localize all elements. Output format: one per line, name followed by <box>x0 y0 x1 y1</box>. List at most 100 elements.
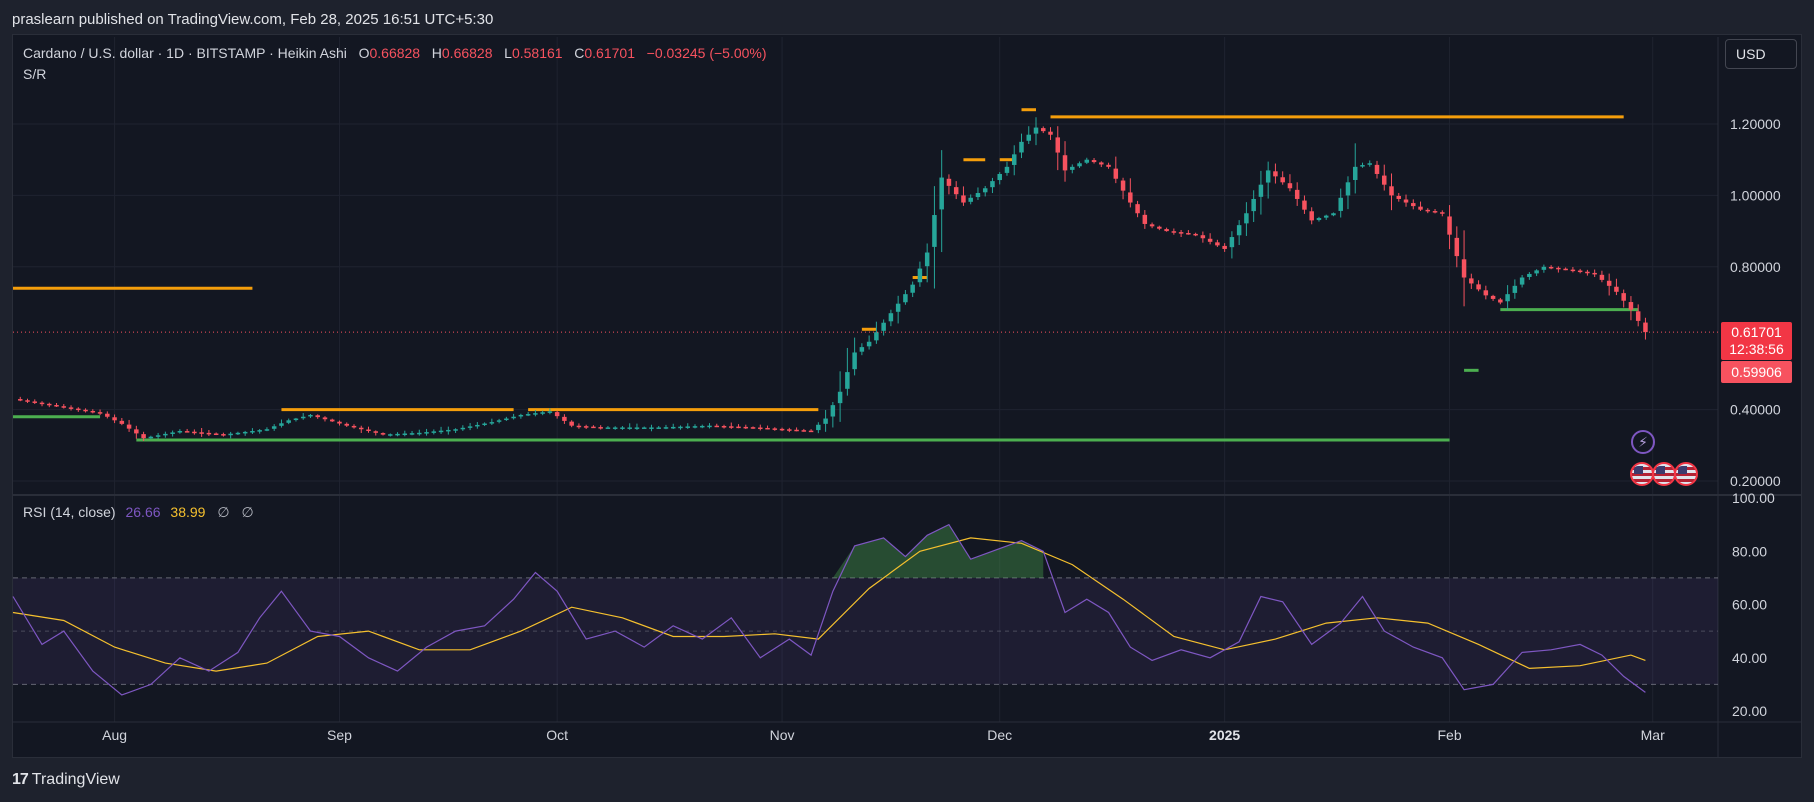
candle-body[interactable] <box>438 430 444 433</box>
candle-body[interactable] <box>1548 266 1554 269</box>
candle-body[interactable] <box>1440 212 1445 214</box>
candle-body[interactable] <box>424 432 429 434</box>
candle-body[interactable] <box>192 431 197 434</box>
candle-body[interactable] <box>1345 182 1351 196</box>
candle-body[interactable] <box>946 178 952 186</box>
symbol-title[interactable]: Cardano / U.S. dollar · 1D · BITSTAMP · … <box>23 45 347 61</box>
candle-body[interactable] <box>1207 238 1213 242</box>
candle-body[interactable] <box>1316 218 1322 221</box>
candle-body[interactable] <box>351 425 357 428</box>
candle-body[interactable] <box>1447 216 1452 235</box>
candle-body[interactable] <box>453 429 458 431</box>
candle-body[interactable] <box>801 430 807 432</box>
currency-button[interactable]: USD <box>1725 39 1797 69</box>
candle-body[interactable] <box>467 426 473 428</box>
candle-body[interactable] <box>1490 295 1496 299</box>
candle-body[interactable] <box>1592 272 1597 275</box>
candle-body[interactable] <box>975 193 981 198</box>
candle-body[interactable] <box>1643 322 1648 333</box>
candle-body[interactable] <box>1577 270 1583 273</box>
candle-body[interactable] <box>148 436 154 439</box>
candle-body[interactable] <box>1367 163 1372 165</box>
candle-body[interactable] <box>279 423 284 426</box>
candle-body[interactable] <box>1251 198 1256 212</box>
candle-body[interactable] <box>141 434 146 439</box>
symbol-legend[interactable]: Cardano / U.S. dollar · 1D · BITSTAMP · … <box>23 45 767 61</box>
candle-body[interactable] <box>888 313 894 322</box>
candle-body[interactable] <box>554 412 560 417</box>
candle-body[interactable] <box>787 429 792 431</box>
candle-body[interactable] <box>1461 259 1467 278</box>
candle-body[interactable] <box>300 416 306 419</box>
candle-body[interactable] <box>518 414 524 417</box>
candle-body[interactable] <box>612 427 618 429</box>
candle-body[interactable] <box>76 408 81 411</box>
candle-body[interactable] <box>1614 286 1619 292</box>
candle-body[interactable] <box>1621 293 1626 301</box>
candle-body[interactable] <box>446 429 451 432</box>
candle-body[interactable] <box>1026 134 1031 141</box>
candle-body[interactable] <box>315 415 320 418</box>
candle-body[interactable] <box>155 435 161 437</box>
candle-body[interactable] <box>1570 269 1576 272</box>
candle-body[interactable] <box>39 402 45 405</box>
candle-body[interactable] <box>1556 267 1561 270</box>
candle-body[interactable] <box>736 426 741 429</box>
candle-body[interactable] <box>54 405 59 407</box>
us-flag-icon[interactable] <box>1674 462 1698 486</box>
candle-body[interactable] <box>366 429 371 432</box>
candle-body[interactable] <box>1606 280 1612 286</box>
candle-body[interactable] <box>910 284 915 293</box>
candle-body[interactable] <box>126 424 132 429</box>
candle-body[interactable] <box>1432 211 1438 213</box>
candle-body[interactable] <box>525 414 531 416</box>
candle-body[interactable] <box>337 421 342 424</box>
candle-body[interactable] <box>641 427 647 429</box>
candle-body[interactable] <box>1287 183 1293 189</box>
candle-body[interactable] <box>235 432 241 435</box>
candle-body[interactable] <box>322 417 328 420</box>
candle-body[interactable] <box>134 429 139 434</box>
candle-body[interactable] <box>1113 168 1119 179</box>
candle-body[interactable] <box>1077 163 1082 167</box>
candle-body[interactable] <box>1070 166 1075 170</box>
candle-body[interactable] <box>663 427 669 429</box>
candle-body[interactable] <box>460 427 466 430</box>
candle-body[interactable] <box>250 431 255 433</box>
sr-indicator-label[interactable]: S/R <box>23 66 47 82</box>
candle-body[interactable] <box>1498 299 1503 303</box>
candle-body[interactable] <box>1033 127 1039 134</box>
candle-body[interactable] <box>1265 170 1271 183</box>
candle-body[interactable] <box>547 411 553 413</box>
candle-body[interactable] <box>1200 235 1206 239</box>
candle-body[interactable] <box>620 427 625 429</box>
candle-body[interactable] <box>982 188 988 193</box>
candle-body[interactable] <box>344 423 349 426</box>
candle-body[interactable] <box>903 294 908 303</box>
candle-body[interactable] <box>83 409 88 412</box>
candle-body[interactable] <box>1294 189 1300 199</box>
candle-body[interactable] <box>1193 233 1198 236</box>
candle-body[interactable] <box>18 399 23 401</box>
candle-body[interactable] <box>47 403 52 406</box>
candle-body[interactable] <box>1302 200 1307 210</box>
rsi-legend[interactable]: RSI (14, close) 26.66 38.99 ∅ ∅ <box>23 504 254 521</box>
candle-body[interactable] <box>1469 278 1474 284</box>
candle-body[interactable] <box>1157 226 1162 229</box>
candle-body[interactable] <box>293 418 299 421</box>
candle-body[interactable] <box>1062 155 1068 171</box>
candle-body[interactable] <box>1476 284 1481 290</box>
candle-body[interactable] <box>373 431 379 433</box>
candle-body[interactable] <box>1599 274 1605 280</box>
candle-body[interactable] <box>881 322 886 331</box>
candle-body[interactable] <box>729 426 734 428</box>
candle-body[interactable] <box>402 433 408 436</box>
candle-body[interactable] <box>1505 294 1510 302</box>
candle-body[interactable] <box>105 413 110 417</box>
candle-body[interactable] <box>714 425 720 428</box>
candle-body[interactable] <box>1222 245 1227 249</box>
candle-body[interactable] <box>1142 214 1148 224</box>
candle-body[interactable] <box>97 412 103 414</box>
candle-body[interactable] <box>1635 311 1641 321</box>
candle-body[interactable] <box>765 427 770 430</box>
